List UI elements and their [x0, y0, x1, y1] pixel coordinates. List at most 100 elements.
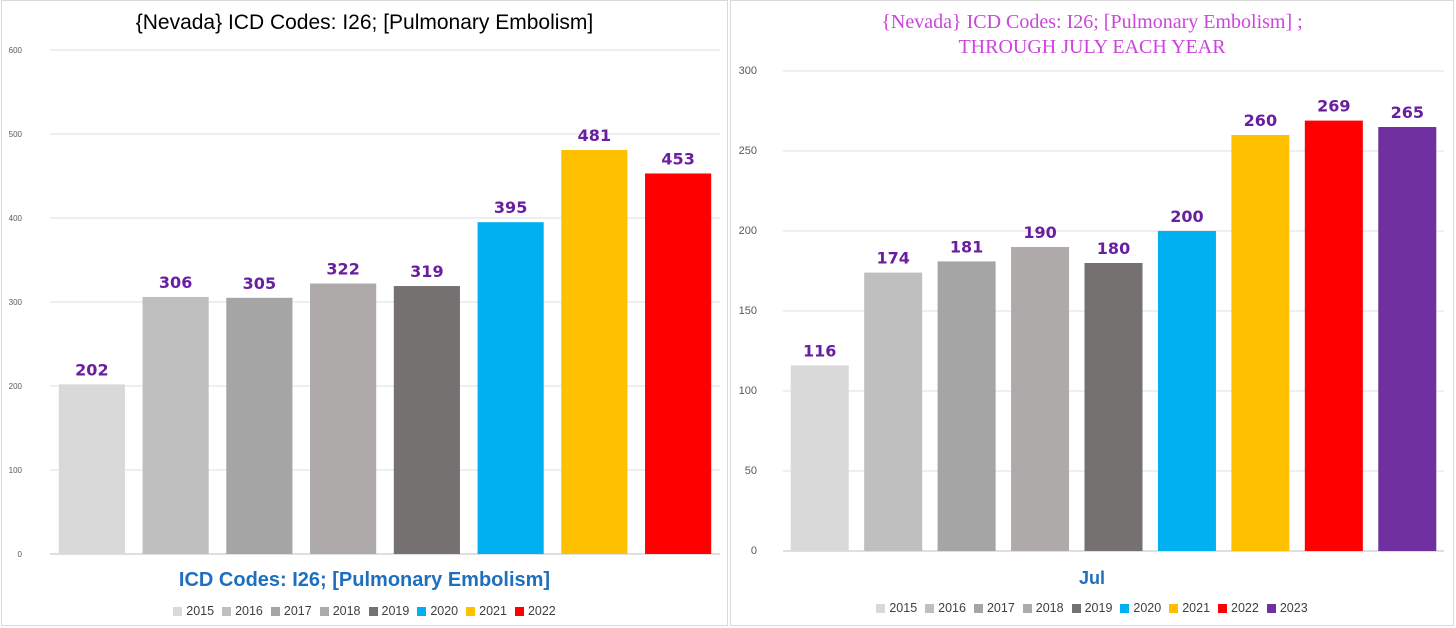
- y-tick-label: 100: [739, 385, 757, 397]
- legend-item-2015: 2015: [173, 604, 214, 618]
- legend-item-2022: 2022: [1218, 601, 1259, 615]
- legend-item-2015: 2015: [876, 601, 917, 615]
- bar-2019: [1084, 263, 1143, 551]
- data-label-2016: 174: [876, 249, 909, 268]
- legend-swatch: [973, 604, 983, 613]
- y-tick-label: 400: [9, 214, 23, 223]
- legend-item-2019: 2019: [1071, 601, 1113, 615]
- data-label-2017: 181: [950, 237, 983, 256]
- bar-2019: [393, 286, 460, 554]
- data-label-2022: 269: [1317, 97, 1350, 116]
- legend-swatch: [319, 607, 329, 616]
- data-label-2019: 180: [1097, 239, 1130, 258]
- y-tick-label: 300: [9, 298, 23, 307]
- data-label-2015: 202: [75, 360, 108, 379]
- bar-2023: [1378, 127, 1437, 551]
- legend-item-2017: 2017: [270, 604, 312, 618]
- legend-label: 2022: [1231, 601, 1259, 615]
- legend-label: 2016: [938, 601, 966, 615]
- legend-item-2018: 2018: [319, 604, 361, 618]
- legend-label: 2015: [186, 604, 215, 618]
- data-label-2020: 395: [494, 198, 527, 217]
- data-label-2018: 190: [1023, 223, 1056, 242]
- legend-swatch: [1071, 604, 1081, 613]
- legend-swatch: [270, 607, 280, 616]
- y-tick-label: 200: [9, 382, 23, 391]
- legend-item-2023: 2023: [1266, 601, 1308, 615]
- data-label-2023: 265: [1391, 103, 1424, 122]
- bar-2015: [790, 365, 849, 551]
- y-tick-label: 50: [745, 465, 757, 477]
- data-label-2021: 481: [578, 126, 611, 145]
- legend-item-2021: 2021: [466, 604, 507, 618]
- data-label-2015: 116: [803, 341, 836, 360]
- legend-label: 2017: [283, 604, 312, 618]
- bar-2016: [142, 296, 209, 554]
- y-tick-label: 300: [739, 65, 757, 77]
- legend-label: 2020: [1133, 601, 1162, 615]
- legend-label: 2017: [986, 601, 1015, 615]
- data-label-2018: 322: [326, 260, 359, 279]
- legend-item-2020: 2020: [1120, 601, 1161, 615]
- data-label-2019: 319: [410, 262, 443, 281]
- legend-swatch: [417, 607, 427, 616]
- y-tick-label: 0: [751, 545, 757, 557]
- chart-title-right-line-1: {Nevada} ICD Codes: I26; [Pulmonary Embo…: [881, 11, 1303, 33]
- legend-label: 2018: [1035, 601, 1064, 615]
- data-label-2021: 260: [1244, 111, 1277, 130]
- legend-swatch: [1218, 604, 1228, 613]
- data-label-2016: 306: [159, 273, 192, 292]
- x-axis-label-left: ICD Codes: I26; [Pulmonary Embolism]: [178, 569, 551, 591]
- legend-item-2021: 2021: [1169, 601, 1210, 615]
- legend-label: 2020: [430, 604, 459, 618]
- chart-title-left: {Nevada} ICD Codes: I26; [Pulmonary Embo…: [135, 11, 594, 34]
- legend-item-2022: 2022: [514, 604, 556, 618]
- y-tick-label: 150: [739, 305, 757, 317]
- y-tick-label: 0: [18, 550, 23, 559]
- legend-item-2019: 2019: [368, 604, 410, 618]
- legend-item-2018: 2018: [1022, 601, 1064, 615]
- bar-2017: [937, 261, 996, 551]
- chart-panel-left: 0 100 200 300 400 500 600 202 306 305 322 319 395 481…: [1, 0, 728, 626]
- chart-title-right: {Nevada} ICD Codes: I26; [Pulmonary Embo…: [731, 10, 1453, 60]
- legend-item-2020: 2020: [417, 604, 458, 618]
- legend-swatch: [1169, 604, 1179, 613]
- legend-label: 2019: [1084, 601, 1113, 615]
- y-tick-label: 200: [739, 225, 757, 237]
- bar-2018: [310, 283, 377, 554]
- legend-swatch: [876, 604, 886, 613]
- bar-2018: [1011, 247, 1070, 551]
- legend-label: 2023: [1279, 601, 1308, 615]
- legend-label: 2018: [332, 604, 361, 618]
- legend-right: 2015 2016 2017 2018 2019 2020 2021 2022 2023: [731, 601, 1453, 615]
- y-tick-label: 250: [739, 145, 757, 157]
- legend-label: 2019: [381, 604, 410, 618]
- legend-label: 2022: [527, 604, 556, 618]
- legend-swatch: [173, 607, 183, 616]
- legend-swatch: [1266, 604, 1276, 613]
- bar-chart-right: 0 50 100 150 200 250 300 116 174 181 190 180 200 260 2…: [739, 65, 1444, 557]
- data-label-2020: 200: [1170, 207, 1203, 226]
- legend-label: 2016: [235, 604, 263, 618]
- x-axis-label-right: Jul: [1078, 568, 1105, 588]
- legend-item-2016: 2016: [925, 601, 966, 615]
- legend-swatch: [925, 604, 935, 613]
- legend-swatch: [514, 607, 524, 616]
- legend-label: 2021: [479, 604, 507, 618]
- legend-swatch: [368, 607, 378, 616]
- chart-panel-right: 0 50 100 150 200 250 300 116 174 181 190 180 200 260 2…: [730, 0, 1454, 626]
- bar-2015: [58, 384, 125, 554]
- y-tick-label: 100: [9, 466, 23, 475]
- data-label-2017: 305: [243, 274, 276, 293]
- chart-title-right-line-2: THROUGH JULY EACH YEAR: [958, 36, 1226, 58]
- legend-label: 2021: [1182, 601, 1211, 615]
- legend-left: 2015 2016 2017 2018 2019 2020 2021 2022: [2, 604, 727, 618]
- legend-item-2016: 2016: [222, 604, 263, 618]
- legend-swatch: [466, 607, 476, 616]
- bar-2022: [645, 173, 712, 555]
- bar-2017: [226, 297, 293, 554]
- bar-2021: [1231, 135, 1290, 551]
- data-label-2022: 453: [661, 149, 694, 168]
- legend-swatch: [1120, 604, 1130, 613]
- y-tick-label: 500: [9, 130, 23, 139]
